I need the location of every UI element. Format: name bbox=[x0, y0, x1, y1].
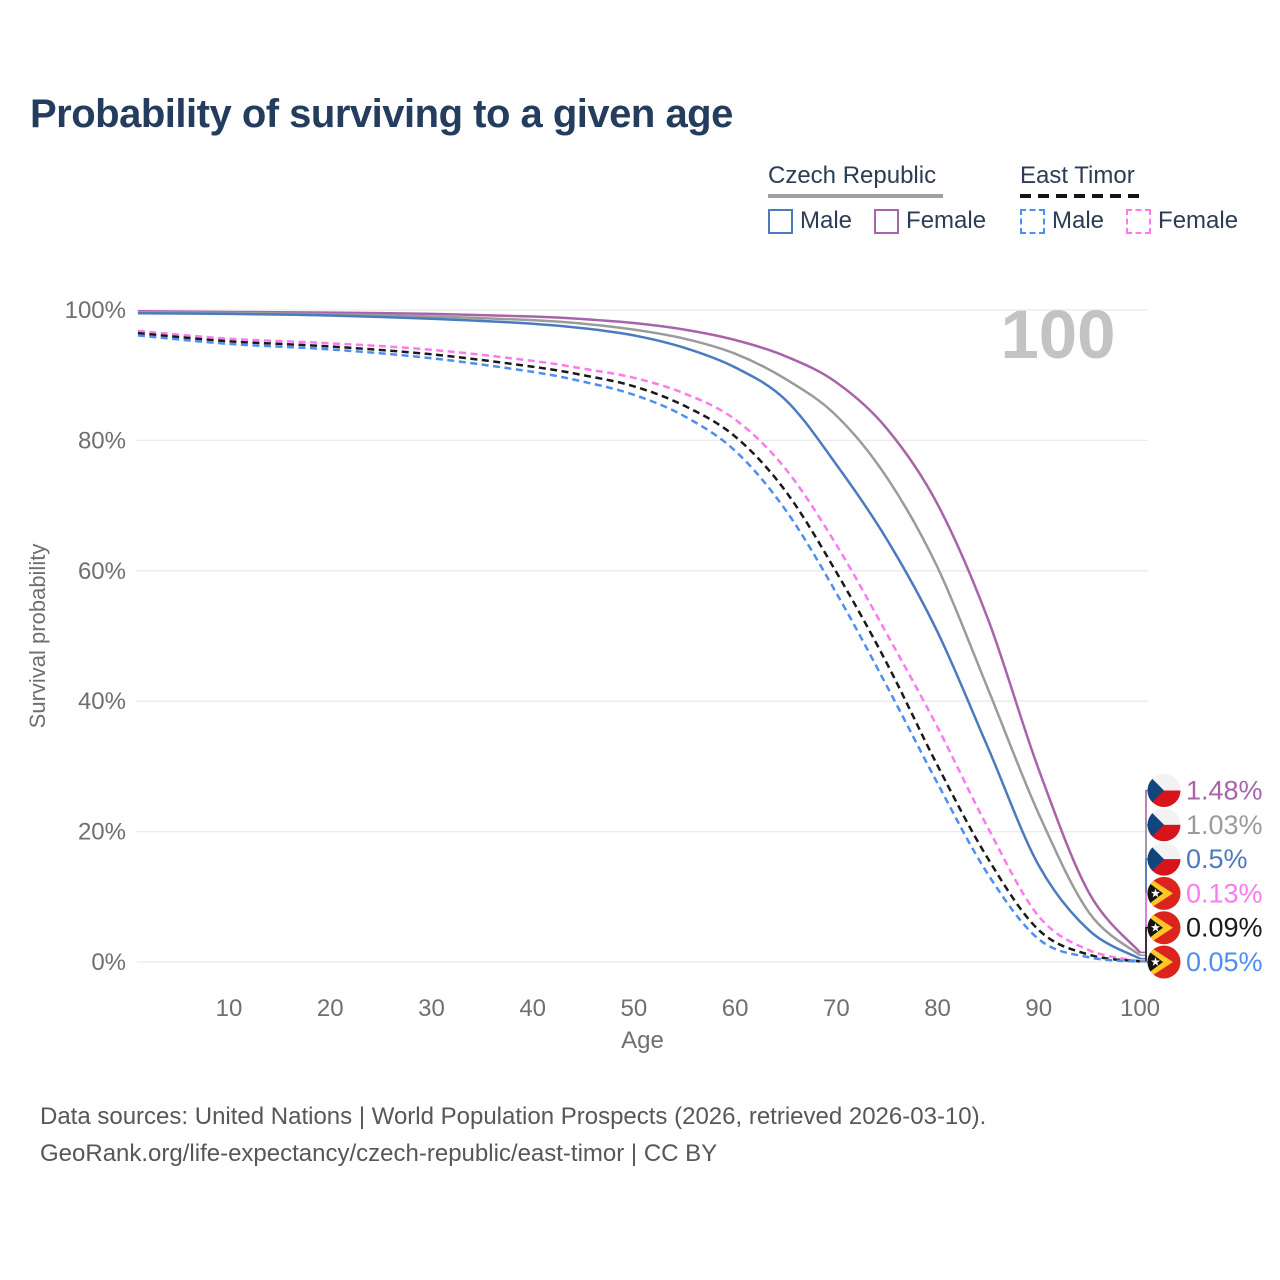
curve-east-timor-male[interactable] bbox=[137, 334, 1141, 963]
legend-country-label-east-timor: East Timor bbox=[1020, 162, 1135, 189]
y-tick-label-0%: 0% bbox=[91, 949, 126, 976]
end-label-czech-republic-female: 1.48% bbox=[1186, 776, 1263, 806]
y-axis-title: Survival probability bbox=[25, 544, 50, 729]
czech-flag-icon bbox=[1147, 774, 1181, 807]
legend-item-label: Female bbox=[906, 207, 987, 234]
end-label-czech-republic-male: 0.5% bbox=[1186, 844, 1248, 874]
legend-group-czech-republic: Czech Republic Male Female bbox=[768, 162, 986, 235]
legend-underline-czech-republic bbox=[768, 194, 943, 198]
y-tick-label-20%: 20% bbox=[78, 819, 126, 846]
east-timor-flag-icon bbox=[1147, 945, 1181, 979]
legend-item-czech-male[interactable]: Male bbox=[768, 207, 852, 235]
czech-male-swatch-icon bbox=[768, 208, 793, 234]
footer-data-sources: Data sources: United Nations | World Pop… bbox=[40, 1103, 987, 1130]
x-tick-label-80: 80 bbox=[924, 995, 951, 1022]
x-tick-label-30: 30 bbox=[418, 995, 445, 1022]
y-tick-label-40%: 40% bbox=[78, 688, 126, 715]
x-tick-label-100: 100 bbox=[1120, 995, 1160, 1022]
end-label-czech-republic-both-sexes: 1.03% bbox=[1186, 810, 1263, 840]
x-axis-title: Age bbox=[621, 1027, 664, 1054]
footer: Data sources: United Nations | World Pop… bbox=[40, 1098, 986, 1172]
x-tick-label-50: 50 bbox=[621, 995, 648, 1022]
czech-flag-icon bbox=[1147, 842, 1181, 876]
footer-attribution: GeoRank.org/life-expectancy/czech-republ… bbox=[40, 1140, 718, 1167]
page-title: Probability of surviving to a given age bbox=[30, 92, 733, 136]
x-tick-label-40: 40 bbox=[519, 995, 546, 1022]
legend-item-east-timor-male[interactable]: Male bbox=[1020, 207, 1104, 235]
curve-czech-republic-male[interactable] bbox=[137, 312, 1141, 960]
czech-female-swatch-icon bbox=[874, 208, 900, 234]
east-timor-flag-icon bbox=[1147, 911, 1181, 945]
legend-group-east-timor: East Timor Male Female bbox=[1020, 162, 1238, 235]
legend-item-label: Male bbox=[800, 207, 853, 234]
curve-east-timor-female[interactable] bbox=[137, 329, 1141, 963]
legend-underline-east-timor bbox=[1020, 194, 1146, 198]
y-tick-label-80%: 80% bbox=[78, 427, 126, 454]
curve-czech-republic-female[interactable] bbox=[137, 310, 1141, 954]
end-connector-czech-republic-male bbox=[1140, 858, 1154, 960]
x-tick-label-10: 10 bbox=[216, 995, 243, 1022]
east-timor-flag-icon bbox=[1147, 876, 1181, 910]
y-tick-label-100%: 100% bbox=[65, 297, 126, 324]
czech-flag-icon bbox=[1147, 808, 1181, 842]
watermark-age-100: 100 bbox=[1000, 296, 1115, 373]
east-timor-male-swatch-icon bbox=[1020, 208, 1045, 234]
end-label-east-timor-male: 0.05% bbox=[1186, 947, 1263, 977]
x-tick-label-90: 90 bbox=[1025, 995, 1052, 1022]
legend-item-label: Female bbox=[1158, 207, 1239, 234]
x-tick-label-70: 70 bbox=[823, 995, 850, 1022]
end-label-east-timor-female: 0.13% bbox=[1186, 878, 1263, 908]
y-tick-label-60%: 60% bbox=[78, 558, 126, 585]
legend-item-east-timor-female[interactable]: Female bbox=[1126, 207, 1238, 235]
curve-czech-republic-both-sexes[interactable] bbox=[137, 311, 1141, 957]
curve-east-timor-both-sexes[interactable] bbox=[137, 331, 1141, 963]
east-timor-female-swatch-icon bbox=[1126, 208, 1152, 234]
legend-item-czech-female[interactable]: Female bbox=[874, 207, 986, 235]
x-tick-label-60: 60 bbox=[722, 995, 749, 1022]
end-label-east-timor-both-sexes: 0.09% bbox=[1186, 913, 1263, 943]
legend-country-label-czech-republic: Czech Republic bbox=[768, 162, 937, 189]
legend-item-label: Male bbox=[1052, 207, 1105, 234]
x-tick-label-20: 20 bbox=[317, 995, 344, 1022]
